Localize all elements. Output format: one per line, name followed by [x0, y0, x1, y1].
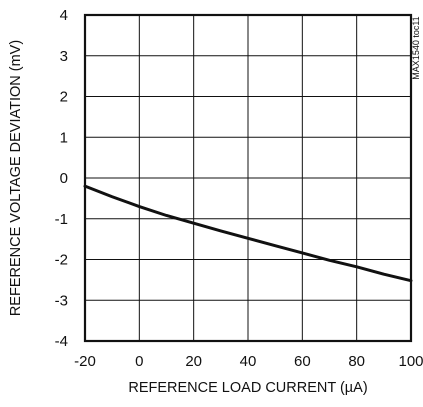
- y-tick-label: -4: [55, 333, 68, 350]
- y-tick-label: -1: [55, 211, 68, 228]
- y-tick-label: -2: [55, 252, 68, 269]
- y-tick-labels: 4 3 2 1 0 -1 -2 -3 -4: [55, 7, 68, 350]
- x-tick-labels: -20 0 20 40 60 80 100: [74, 353, 423, 370]
- y-tick-label: 0: [60, 170, 68, 187]
- x-tick-label: 100: [398, 353, 423, 370]
- x-tick-label: 20: [185, 353, 202, 370]
- y-axis-title: REFERENCE VOLTAGE DEVIATION (mV): [8, 40, 24, 316]
- figure-id-label: MAX1540 toc11: [411, 16, 421, 79]
- y-tick-label: 1: [60, 129, 68, 146]
- y-tick-label: 3: [60, 48, 68, 65]
- x-tick-label: 40: [240, 353, 257, 370]
- y-tick-label: 4: [60, 7, 68, 24]
- x-tick-label: 0: [135, 353, 143, 370]
- x-tick-label: -20: [74, 353, 96, 370]
- y-tick-label: -3: [55, 292, 68, 309]
- y-tick-label: 2: [60, 89, 68, 106]
- plot-frame: [83, 13, 413, 343]
- x-tick-label: 80: [348, 353, 365, 370]
- x-axis-title: REFERENCE LOAD CURRENT (µA): [128, 380, 367, 396]
- grid: [84, 14, 412, 342]
- data-series-line: [83, 184, 413, 283]
- x-tick-label: 60: [294, 353, 311, 370]
